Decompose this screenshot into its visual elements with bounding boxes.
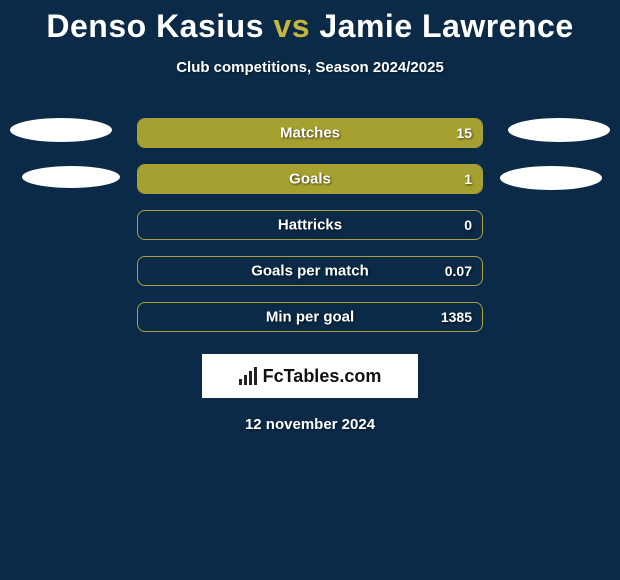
stat-label: Matches: [280, 125, 340, 142]
stat-label: Goals: [289, 171, 331, 188]
decor-ellipse: [500, 166, 602, 190]
subtitle: Club competitions, Season 2024/2025: [176, 59, 444, 76]
brand-link[interactable]: FcTables.com: [202, 354, 418, 398]
stat-right-value: 0: [464, 217, 472, 233]
date-text: 12 november 2024: [245, 416, 375, 433]
player1-name: Denso Kasius: [46, 8, 264, 44]
stat-row-matches: Matches 15: [137, 118, 483, 148]
page-title: Denso Kasius vs Jamie Lawrence: [46, 8, 573, 45]
stat-right-value: 1385: [441, 309, 472, 325]
stat-label: Min per goal: [266, 309, 354, 326]
stat-right-value: 1: [464, 171, 472, 187]
stat-right-value: 15: [456, 125, 472, 141]
chart-icon: [239, 367, 257, 385]
player2-name: Jamie Lawrence: [319, 8, 573, 44]
stat-bars: Matches 15 Goals 1 Hattricks 0: [137, 118, 483, 332]
stat-row-goals: Goals 1: [137, 164, 483, 194]
decor-ellipse: [10, 118, 112, 142]
decor-ellipse: [508, 118, 610, 142]
stat-row-hattricks: Hattricks 0: [137, 210, 483, 240]
stat-label: Goals per match: [251, 263, 369, 280]
stat-right-value: 0.07: [445, 263, 472, 279]
vs-text: vs: [273, 8, 310, 44]
stat-label: Hattricks: [278, 217, 342, 234]
decor-ellipse: [22, 166, 120, 188]
stat-row-min-per-goal: Min per goal 1385: [137, 302, 483, 332]
stats-area: Matches 15 Goals 1 Hattricks 0: [0, 118, 620, 332]
brand-text: FcTables.com: [263, 366, 382, 387]
comparison-card: Denso Kasius vs Jamie Lawrence Club comp…: [0, 0, 620, 433]
stat-row-goals-per-match: Goals per match 0.07: [137, 256, 483, 286]
